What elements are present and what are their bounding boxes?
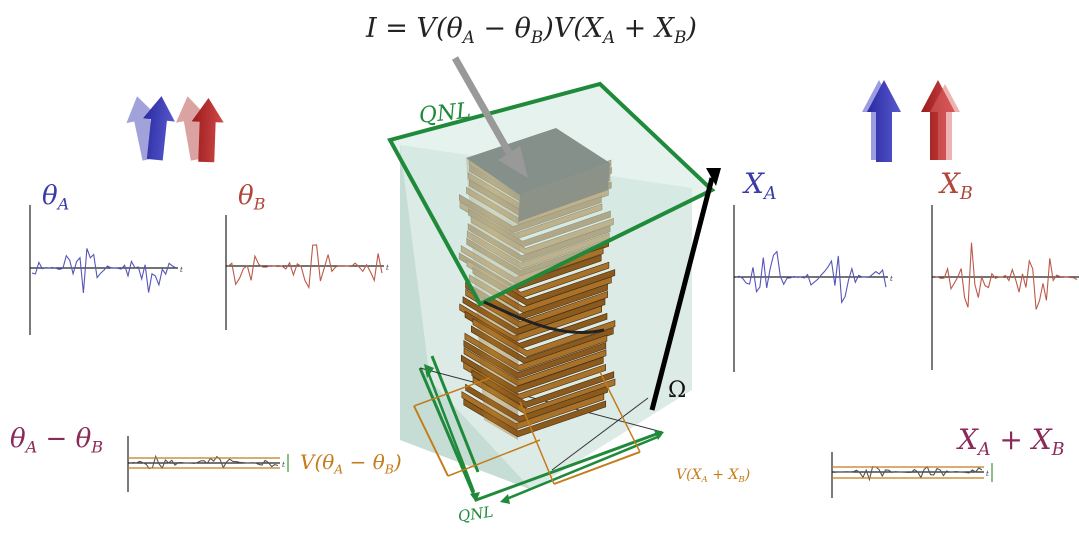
theta-variance-label: V(θA − θB)	[300, 450, 402, 477]
qnl-plane	[387, 81, 716, 307]
x-a-plot: t	[733, 205, 893, 372]
x-sum-plot: t	[831, 452, 989, 498]
theta-difference-label: θA − θB	[10, 424, 104, 457]
omega-axis	[649, 168, 721, 411]
svg-text:t: t	[386, 264, 389, 272]
theta-a-plot: t	[29, 205, 183, 335]
x-sum-band	[832, 463, 993, 482]
svg-text:t: t	[282, 461, 285, 469]
svg-text:t: t	[180, 266, 183, 274]
x-b-plot: t	[931, 205, 1079, 370]
variance-width-arrows	[413, 405, 641, 485]
theta-a-label: θA	[42, 181, 70, 214]
variance-guides	[413, 371, 641, 485]
x-sum-label: XA + XB	[958, 423, 1065, 461]
pointer-arrow	[451, 56, 528, 178]
base-edge-2	[551, 397, 649, 471]
theta-b-plot: t	[225, 215, 389, 330]
theta-diff-plot: t	[127, 436, 285, 492]
theta-diff-band	[128, 454, 289, 472]
arrow-pair-tilted-icon	[126, 96, 224, 163]
x-b-label: XB	[940, 167, 973, 205]
arrow-pair-upright-icon	[862, 80, 960, 162]
x-variance-label: V(XA + XB)	[676, 467, 751, 486]
stack-cross-section	[483, 300, 605, 335]
omega-axis-label: Ω	[668, 378, 687, 403]
theta-b-label: θB	[238, 181, 266, 214]
svg-text:t: t	[986, 470, 989, 478]
measurement-equation: I = V(θA − θB)V(XA + XB)	[366, 13, 697, 47]
signal-plots: t t t t t t	[29, 205, 1079, 498]
qnl-plane-label: QNL	[417, 98, 473, 129]
x-a-label: XA	[744, 167, 777, 205]
svg-text:t: t	[890, 275, 893, 283]
qnl-width-arrows	[426, 371, 661, 502]
